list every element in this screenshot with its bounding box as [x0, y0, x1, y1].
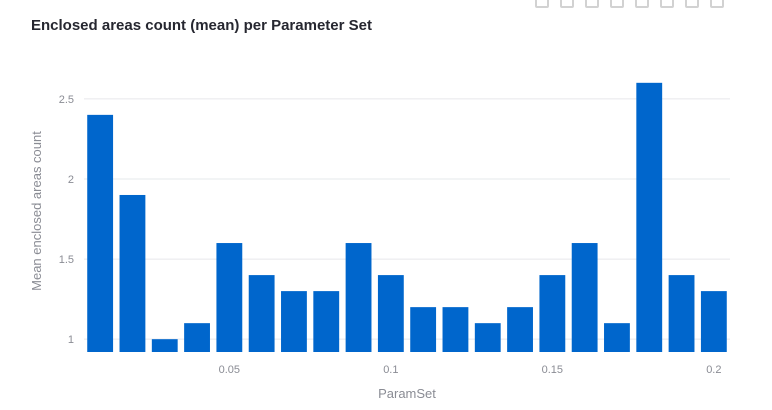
autoscale-icon[interactable]: [660, 0, 674, 8]
y-tick-label: 1.5: [59, 254, 74, 266]
bar[interactable]: [248, 275, 275, 352]
bar[interactable]: [668, 275, 695, 352]
bar[interactable]: [700, 291, 727, 352]
x-axis-title: ParamSet: [378, 386, 436, 401]
bar[interactable]: [313, 291, 340, 352]
x-tick-label: 0.15: [542, 364, 563, 376]
lasso-icon[interactable]: [635, 0, 649, 8]
bar[interactable]: [377, 275, 404, 352]
x-tick-label: 0.1: [383, 364, 398, 376]
camera-icon[interactable]: [535, 0, 549, 8]
bar[interactable]: [281, 291, 307, 352]
bar[interactable]: [571, 243, 598, 352]
fullscreen-icon[interactable]: [710, 0, 724, 8]
bar[interactable]: [539, 275, 566, 352]
x-axis-ticks: 0.05 0.1 0.15 0.2: [219, 364, 722, 376]
x-tick-label: 0.05: [219, 364, 240, 376]
bar[interactable]: [604, 323, 630, 352]
chart-toolbar: [535, 0, 724, 8]
bar[interactable]: [151, 339, 178, 352]
bar[interactable]: [184, 323, 210, 352]
y-tick-label: 2.5: [59, 94, 74, 106]
y-tick-label: 2: [68, 174, 74, 186]
x-tick-label: 0.2: [706, 364, 721, 376]
bar[interactable]: [119, 194, 146, 352]
bar[interactable]: [507, 307, 533, 352]
bar[interactable]: [87, 114, 114, 352]
chart-title: Enclosed areas count (mean) per Paramete…: [31, 17, 372, 34]
y-axis-title: Mean enclosed areas count: [29, 131, 44, 291]
bar[interactable]: [410, 307, 437, 352]
box-select-icon[interactable]: [610, 0, 624, 8]
zoom-icon[interactable]: [560, 0, 574, 8]
y-axis-ticks: 1 1.5 2 2.5: [59, 94, 74, 346]
grid-lines: [84, 98, 730, 340]
bar[interactable]: [636, 82, 663, 353]
bar[interactable]: [442, 307, 469, 352]
bar[interactable]: [216, 243, 243, 352]
pan-icon[interactable]: [585, 0, 599, 8]
home-icon[interactable]: [685, 0, 699, 8]
bar[interactable]: [474, 323, 501, 352]
bar[interactable]: [345, 243, 372, 352]
bars: [87, 82, 727, 353]
y-tick-label: 1: [68, 334, 74, 346]
